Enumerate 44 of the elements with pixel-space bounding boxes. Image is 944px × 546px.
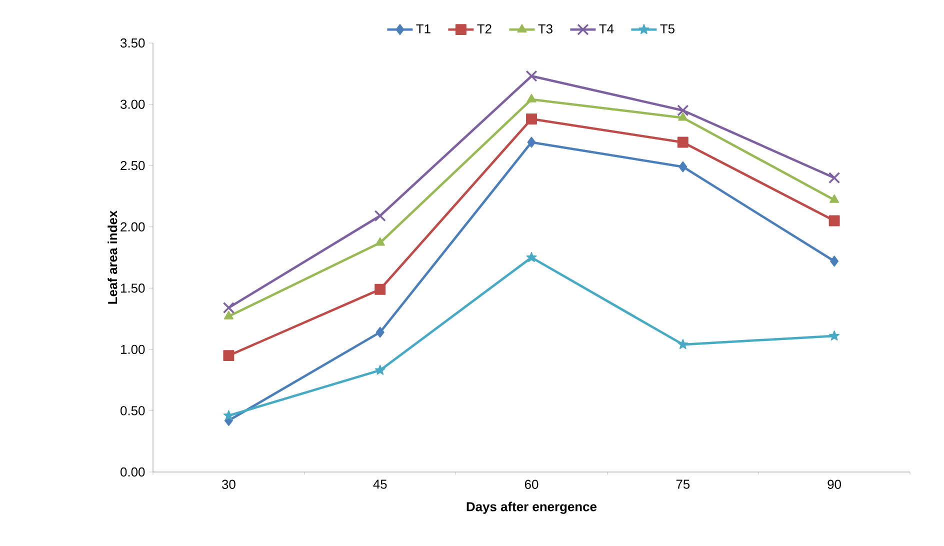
y-tick-label: 1.50 [121,284,145,293]
x-tick-label: 90 [828,480,842,489]
point [374,364,386,375]
x-tick-label: 75 [676,480,690,489]
y-tick-label: 3.50 [120,38,145,48]
point [374,210,386,222]
point [678,112,688,121]
point [223,410,234,420]
point [526,70,538,82]
legend-label: T3 [538,24,552,34]
point [527,136,536,148]
y-tick-label: 2.50 [120,160,145,170]
y-tick-label: 1.00 [121,344,145,354]
point [224,310,234,320]
x-axis-title: Days after energence [466,502,597,514]
legend-label: T5 [660,24,674,34]
point [828,172,840,184]
y-axis-title: Leaf area index [108,210,118,304]
x-tick-label: 30 [222,480,236,489]
point [526,252,537,262]
point [677,104,689,116]
point [677,136,688,148]
y-tick-label: 0.50 [120,406,145,416]
point [829,194,840,203]
point [223,350,234,362]
legend-label: T2 [477,24,492,34]
point [678,339,688,350]
point [829,330,840,340]
legend-label: T1 [416,24,430,34]
x-tick-label: 45 [373,480,387,489]
point [222,302,235,314]
point [376,326,384,338]
legend-label: T4 [599,24,614,34]
point [526,114,537,124]
y-tick-label: 0.00 [120,467,145,477]
x-tick-label: 60 [524,480,538,489]
y-tick-label: 3.00 [120,100,145,109]
point [830,256,839,267]
point [828,215,840,226]
point [678,161,688,172]
point [375,237,385,246]
point [526,94,536,102]
point [374,284,386,295]
y-tick-label: 2.00 [120,222,145,232]
